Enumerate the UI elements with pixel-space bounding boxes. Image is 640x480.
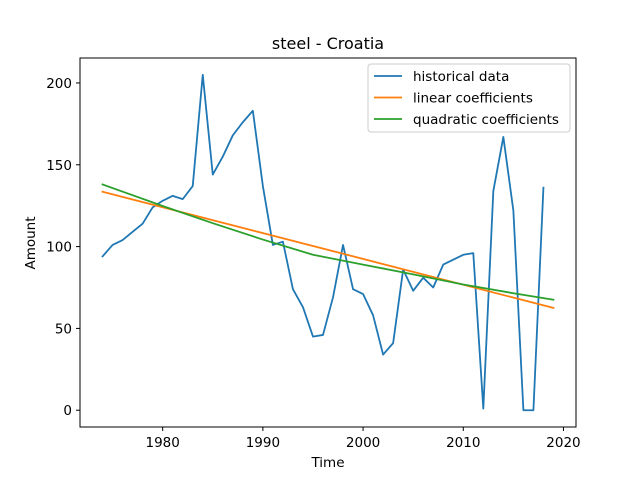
legend: historical data linear coefficients quadra… bbox=[367, 63, 571, 133]
x-tick-label: 2010 bbox=[446, 435, 480, 451]
legend-label-linear-coefficients: linear coefficients bbox=[413, 91, 533, 107]
series-line-quadratic-coefficients bbox=[101, 183, 555, 301]
y-tick-label: 200 bbox=[46, 76, 72, 92]
axes-frame bbox=[79, 57, 577, 428]
series-line-historical-data bbox=[101, 73, 545, 412]
x-axis: 1980 1990 2000 2010 2020 bbox=[145, 427, 581, 451]
y-tick-label: 150 bbox=[46, 158, 72, 174]
x-tick-label: 2000 bbox=[346, 435, 380, 451]
x-tick-label: 1990 bbox=[246, 435, 280, 451]
legend-label-historical-data: historical data bbox=[413, 69, 509, 85]
x-tick-label: 2020 bbox=[546, 435, 580, 451]
y-tick-label: 100 bbox=[46, 240, 72, 256]
legend-box bbox=[367, 63, 571, 133]
y-axis: 0 50 100 150 200 bbox=[46, 76, 80, 419]
x-axis-label: Time bbox=[310, 455, 344, 471]
plot-area bbox=[101, 73, 555, 412]
y-axis-label: Amount bbox=[23, 216, 39, 269]
legend-label-quadratic-coefficients: quadratic coefficients bbox=[413, 112, 559, 128]
y-tick-label: 0 bbox=[63, 403, 72, 419]
x-tick-label: 1980 bbox=[145, 435, 179, 451]
y-tick-label: 50 bbox=[55, 321, 72, 337]
chart-title: steel - Croatia bbox=[272, 34, 384, 53]
